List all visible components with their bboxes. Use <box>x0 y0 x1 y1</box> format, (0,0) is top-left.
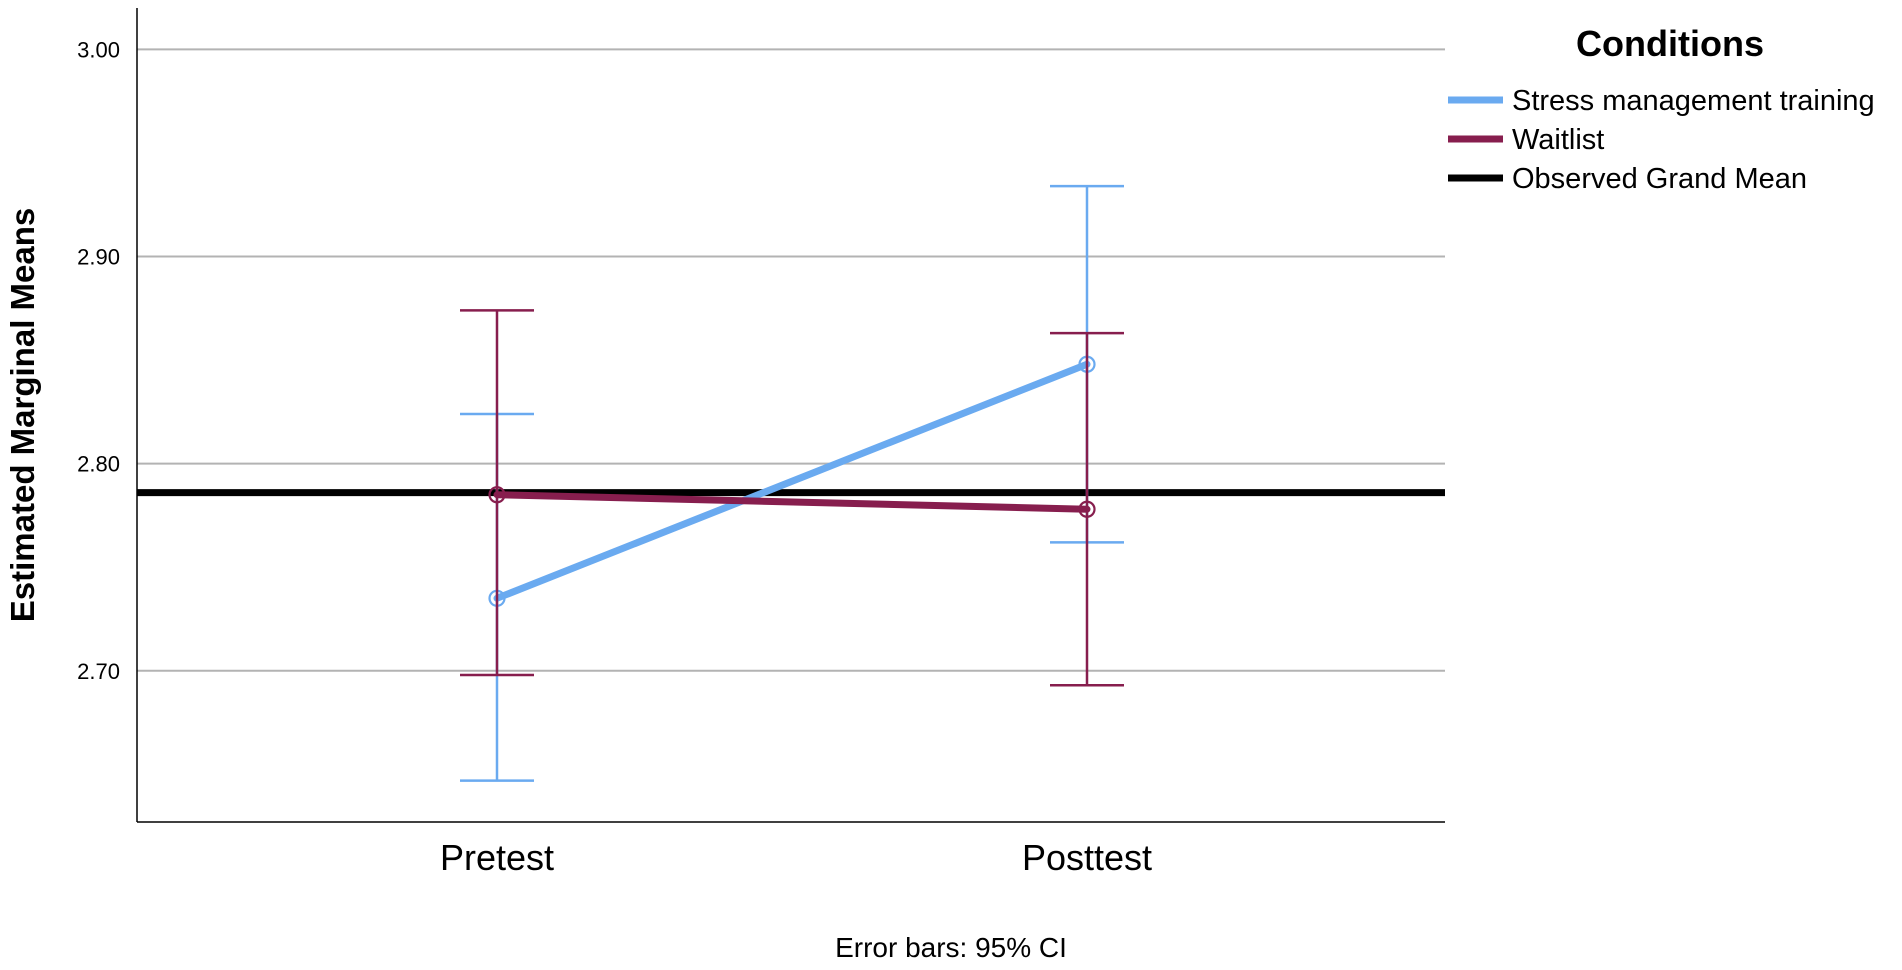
error-bars-footnote: Error bars: 95% CI <box>835 932 1067 963</box>
data-point <box>488 486 506 504</box>
x-category-label: Pretest <box>440 837 554 878</box>
y-tick-label: 2.80 <box>77 452 120 477</box>
legend-label: Stress management training <box>1512 85 1875 117</box>
data-point <box>1078 500 1096 518</box>
axes <box>136 8 1445 823</box>
x-category-labels: Pretest Posttest <box>440 837 1152 878</box>
y-axis-label: Estimated Marginal Means <box>4 208 41 622</box>
y-tick-label: 2.70 <box>77 659 120 684</box>
legend-entry-waitlist: Waitlist <box>1448 124 1604 156</box>
legend-entry-stress-management-training: Stress management training <box>1448 85 1875 117</box>
y-tick-labels: 2.70 2.80 2.90 3.00 <box>77 37 120 683</box>
gridlines <box>137 48 1445 672</box>
series-line <box>493 360 1091 602</box>
series-waitlist <box>460 309 1124 687</box>
y-tick-label: 3.00 <box>77 37 120 62</box>
series-line <box>493 491 1091 513</box>
y-tick-label: 2.90 <box>77 245 120 270</box>
series-stress-management-training <box>460 184 1124 782</box>
legend-title: Conditions <box>1576 23 1764 64</box>
legend: Conditions Stress management training Wai… <box>1448 23 1875 195</box>
x-category-label: Posttest <box>1022 837 1152 878</box>
legend-entry-observed-grand-mean: Observed Grand Mean <box>1448 163 1807 195</box>
legend-label: Waitlist <box>1512 124 1604 156</box>
series-layer <box>460 184 1124 782</box>
legend-label: Observed Grand Mean <box>1512 163 1807 195</box>
